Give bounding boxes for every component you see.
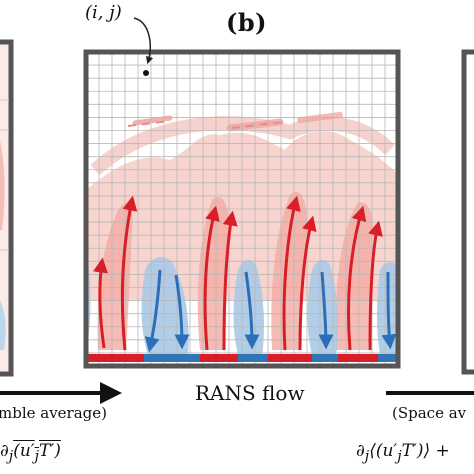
- left-caption: mble average): [0, 404, 108, 422]
- main-panel: [83, 49, 401, 369]
- left-panel-fragment: [0, 39, 14, 377]
- bottom-boundary: [86, 354, 398, 362]
- index-j: j: [364, 448, 370, 465]
- index-j: j: [8, 448, 14, 465]
- partial-symbol: ∂: [356, 441, 365, 461]
- overlined-flux: (u′jT′): [13, 441, 61, 465]
- upward-hot-arrows: [93, 195, 383, 351]
- left-flux-formula: ∂j(u′jT′): [0, 441, 61, 464]
- right-flux-formula: ∂j⟨(u′jT′)⟩ +: [356, 441, 450, 465]
- upper-streak: [127, 120, 171, 127]
- grid-point-dot: [143, 70, 149, 76]
- panel-label: (b): [226, 8, 267, 37]
- partial-symbol: ∂: [0, 441, 9, 461]
- downward-cold-arrows: [144, 269, 397, 353]
- grid-point-pointer: [133, 17, 154, 65]
- right-panel-fragment: [461, 49, 474, 375]
- rans-flow-caption: RANS flow: [195, 381, 305, 405]
- panel-frame: [83, 49, 401, 369]
- left-process-arrow: [0, 382, 122, 404]
- grid-point-label: (i, j): [85, 2, 122, 23]
- computational-grid: [86, 52, 398, 366]
- right-caption: (Space av: [392, 404, 467, 422]
